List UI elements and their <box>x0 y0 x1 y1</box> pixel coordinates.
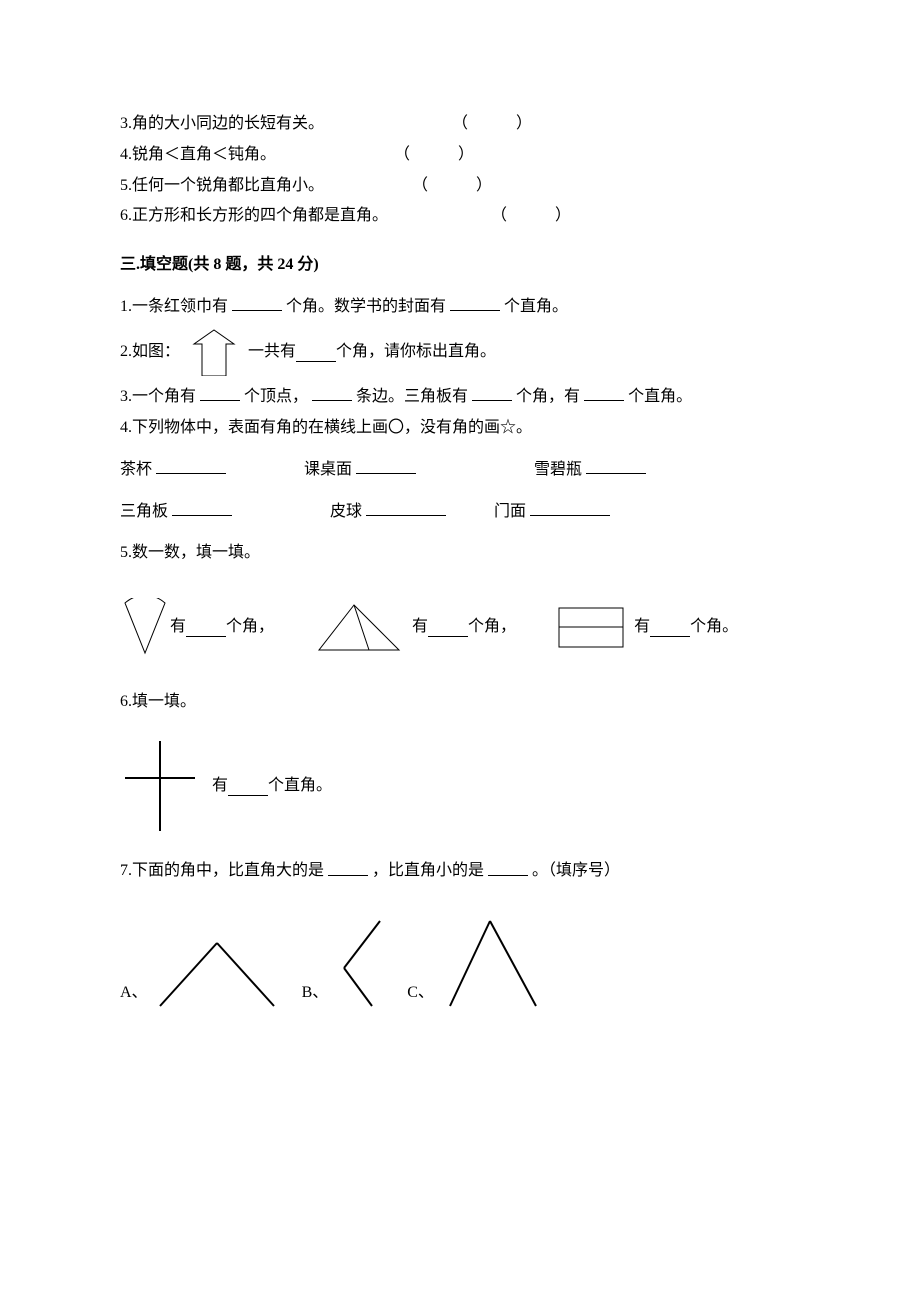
judgment-q6-text: 6.正方形和长方形的四个角都是直角。 <box>120 207 388 224</box>
cross-shape <box>120 736 200 836</box>
rect-shape <box>556 605 626 650</box>
blank <box>296 342 336 361</box>
paren: （ ） <box>491 202 571 231</box>
q7-label-b: B、 <box>302 979 329 1008</box>
fill-q2-c: 个角，请你标出直角。 <box>336 338 496 367</box>
q7-label-c: C、 <box>407 979 434 1008</box>
judgment-q3-text: 3.角的大小同边的长短有关。 <box>120 115 324 132</box>
fill-q7-shapes: A、 B、 C、 <box>120 916 800 1011</box>
item-cup: 茶杯 <box>120 461 152 478</box>
item-ball: 皮球 <box>330 503 362 520</box>
blank <box>312 382 352 401</box>
judgment-q4-text: 4.锐角＜直角＜钝角。 <box>120 146 276 163</box>
fill-q7: 7.下面的角中，比直角大的是 ，比直角小的是 。（填序号） <box>120 856 800 886</box>
judgment-q5: 5.任何一个锐角都比直角小。 （ ） <box>120 172 800 201</box>
q5-triangle-item: 有 个角， <box>314 600 516 655</box>
q6-unit: 个直角。 <box>268 772 332 801</box>
fill-q3-e: 个直角。 <box>628 388 692 405</box>
q5-has: 有 <box>634 613 650 642</box>
judgment-q6: 6.正方形和长方形的四个角都是直角。 （ ） <box>120 202 800 231</box>
blank <box>472 382 512 401</box>
fill-q4-row2: 三角板 皮球 门面 <box>120 497 800 527</box>
arrow-shape <box>184 328 244 376</box>
item-door: 门面 <box>494 503 526 520</box>
item-desk: 课桌面 <box>304 461 352 478</box>
blank <box>488 856 528 875</box>
blank <box>356 455 416 474</box>
section3-title: 三.填空题(共 8 题，共 24 分) <box>120 251 800 280</box>
q5-rect-item: 有 个角。 <box>556 605 738 650</box>
item-setsquare: 三角板 <box>120 503 168 520</box>
judgment-q5-text: 5.任何一个锐角都比直角小。 <box>120 177 324 194</box>
q5-unit: 个角， <box>468 613 516 642</box>
fill-q7-a: 7.下面的角中，比直角大的是 <box>120 863 324 880</box>
judgment-q4: 4.锐角＜直角＜钝角。 （ ） <box>120 141 800 170</box>
fill-q6-shape: 有 个直角。 <box>120 736 800 836</box>
fan-shape <box>120 598 170 658</box>
blank <box>328 856 368 875</box>
fill-q7-c: 。（填序号） <box>532 863 620 880</box>
q7-label-a: A、 <box>120 979 148 1008</box>
fill-q1: 1.一条红领巾有 个角。数学书的封面有 个直角。 <box>120 292 800 322</box>
paren: （ ） <box>412 172 492 201</box>
blank <box>650 618 690 637</box>
q5-fan-item: 有 个角， <box>120 598 274 658</box>
q7-item-a: A、 <box>120 931 282 1011</box>
q6-has: 有 <box>212 772 228 801</box>
angle-c-shape <box>438 916 548 1011</box>
angle-a-shape <box>152 931 282 1011</box>
blank <box>200 382 240 401</box>
blank <box>450 292 500 311</box>
item-bottle: 雪碧瓶 <box>534 461 582 478</box>
fill-q5-shapes: 有 个角， 有 个角， 有 个角。 <box>120 598 800 658</box>
fill-q3-b: 个顶点， <box>244 388 308 405</box>
fill-q3-a: 3.一个角有 <box>120 388 196 405</box>
paren: （ ） <box>394 141 474 170</box>
blank <box>186 618 226 637</box>
blank <box>232 292 282 311</box>
fill-q6: 6.填一填。 <box>120 688 800 717</box>
blank <box>530 497 610 516</box>
q7-item-b: B、 <box>302 916 388 1011</box>
blank <box>366 497 446 516</box>
q5-has: 有 <box>412 613 428 642</box>
blank <box>156 455 226 474</box>
blank <box>172 497 232 516</box>
q5-unit: 个角， <box>226 613 274 642</box>
triangle-shape <box>314 600 404 655</box>
fill-q3-c: 条边。三角板有 <box>356 388 468 405</box>
fill-q1-c: 个直角。 <box>504 298 568 315</box>
fill-q3: 3.一个角有 个顶点， 条边。三角板有 个角，有 个直角。 <box>120 382 800 412</box>
fill-q2-a: 2.如图： <box>120 338 180 367</box>
fill-q2: 2.如图： 一共有 个角，请你标出直角。 <box>120 328 800 376</box>
q7-item-c: C、 <box>407 916 548 1011</box>
fill-q4-row1: 茶杯 课桌面 雪碧瓶 <box>120 455 800 485</box>
q5-unit-last: 个角。 <box>690 613 738 642</box>
angle-b-shape <box>332 916 387 1011</box>
fill-q2-b: 一共有 <box>248 338 296 367</box>
q5-has: 有 <box>170 613 186 642</box>
blank <box>586 455 646 474</box>
fill-q5: 5.数一数，填一填。 <box>120 539 800 568</box>
fill-q7-b: ，比直角小的是 <box>372 863 484 880</box>
fill-q3-d: 个角，有 <box>516 388 580 405</box>
paren: （ ） <box>452 110 532 139</box>
judgment-q3: 3.角的大小同边的长短有关。 （ ） <box>120 110 800 139</box>
blank <box>228 777 268 796</box>
blank <box>428 618 468 637</box>
fill-q1-b: 个角。数学书的封面有 <box>286 298 446 315</box>
fill-q1-a: 1.一条红领巾有 <box>120 298 228 315</box>
fill-q4: 4.下列物体中，表面有角的在横线上画〇，没有角的画☆。 <box>120 414 800 443</box>
blank <box>584 382 624 401</box>
